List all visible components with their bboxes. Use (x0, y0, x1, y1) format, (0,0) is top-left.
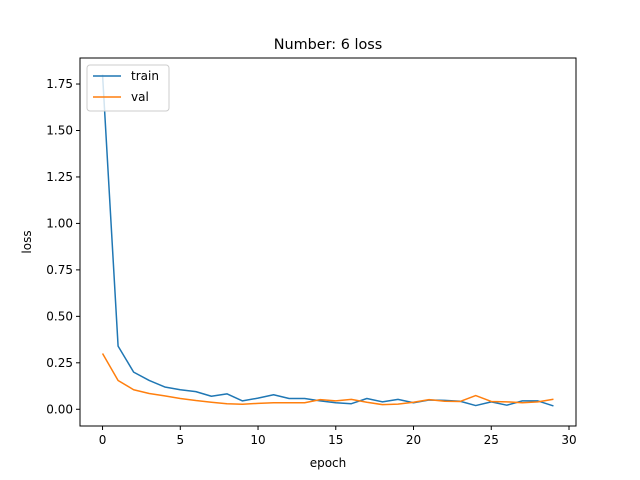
x-tick-label: 0 (99, 433, 107, 447)
legend-label-train: train (131, 69, 159, 83)
x-tick-label: 5 (176, 433, 184, 447)
y-tick-label: 1.25 (46, 170, 73, 184)
x-tick-label: 10 (250, 433, 265, 447)
legend: train val (86, 64, 170, 112)
y-tick-label: 1.50 (46, 123, 73, 137)
chart-title: Number: 6 loss (274, 37, 383, 53)
x-axis-ticks: 0 5 10 15 20 25 30 (99, 426, 577, 447)
y-tick-label: 0.50 (46, 309, 73, 323)
series-line-train (101, 74, 554, 407)
y-axis-label: loss (20, 230, 34, 253)
x-tick-label: 25 (484, 433, 499, 447)
series-lines (101, 74, 554, 407)
y-axis-ticks: 0.00 0.25 0.50 0.75 1.00 1.25 1.50 1.75 (46, 77, 80, 416)
legend-label-val: val (131, 90, 149, 104)
y-tick-label: 0.25 (46, 356, 73, 370)
y-tick-label: 0.00 (46, 402, 73, 416)
y-tick-label: 1.75 (46, 77, 73, 91)
series-line-val (101, 353, 554, 406)
x-tick-label: 20 (406, 433, 421, 447)
x-tick-label: 15 (328, 433, 343, 447)
x-axis-label: epoch (310, 456, 347, 470)
x-tick-label: 30 (561, 433, 576, 447)
axes-frame (79, 57, 577, 427)
y-tick-label: 0.75 (46, 263, 73, 277)
y-tick-label: 1.00 (46, 216, 73, 230)
